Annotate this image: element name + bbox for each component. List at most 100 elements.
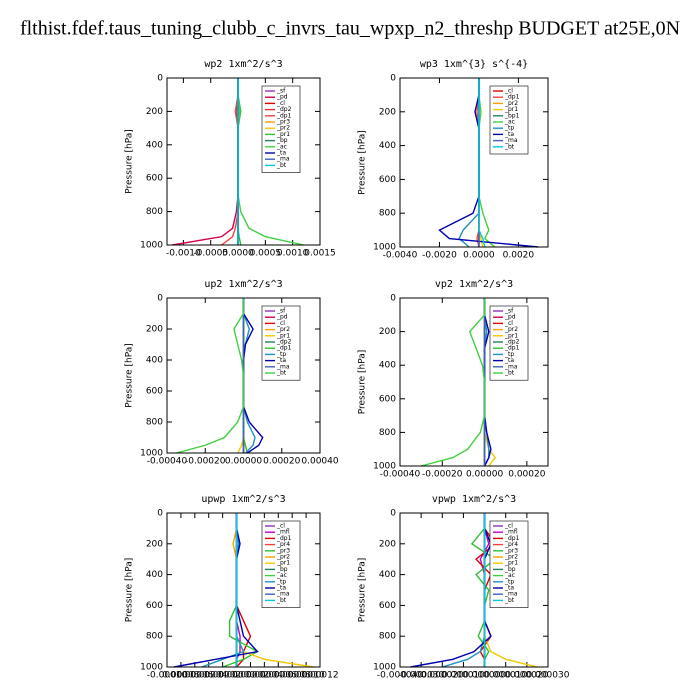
legend-label: _pr3 (504, 547, 518, 554)
legend-label: _pd (504, 314, 516, 321)
x-tick-label: 0.00012 (301, 671, 338, 681)
y-tick-label: 1000 (373, 243, 396, 253)
panel-title: vp2 1xm^2/s^3 (435, 279, 513, 290)
y-tick-label: 800 (379, 428, 396, 438)
y-tick-label: 1000 (373, 663, 396, 673)
y-tick-label: 1000 (140, 663, 163, 673)
legend-label: _bp (276, 137, 288, 144)
legend-label: _bp (276, 566, 288, 573)
x-tick-label: -0.00020 (185, 457, 226, 467)
y-tick-label: 800 (146, 632, 163, 642)
legend-label: _dp2 (504, 339, 520, 346)
profile-line (458, 78, 480, 248)
legend-label: _tp (504, 351, 514, 358)
legend-label: _pr2 (276, 326, 290, 333)
legend-label: _pd (276, 314, 288, 321)
legend-label: _pr1 (504, 332, 518, 339)
profile-line (176, 298, 245, 454)
legend-label: _bt (276, 370, 287, 377)
legend-label: _pr1 (504, 106, 518, 113)
x-tick-label: 0.00010 (287, 671, 324, 681)
legend-label: _pr1 (276, 332, 290, 339)
y-axis-label: Pressure [hPa] (358, 130, 368, 195)
y-tick-label: 400 (146, 356, 163, 366)
y-tick-label: 800 (146, 418, 163, 428)
x-tick-label: -0.000040 (377, 671, 423, 681)
x-tick-label: -0.00020 (422, 470, 463, 480)
legend-label: _pr2 (276, 125, 290, 132)
legend-label: _bt (504, 143, 515, 150)
legend-label: _pr4 (276, 541, 290, 548)
x-tick-label: 0.000020 (505, 671, 548, 681)
legend-box (261, 305, 301, 381)
legend-label: _pr1 (504, 560, 518, 567)
x-tick-label: 0.00006 (176, 671, 213, 681)
legend-label: _pr4 (504, 541, 518, 548)
y-tick-label: 200 (379, 539, 396, 549)
legend-label: _ma (504, 137, 518, 144)
legend-label: _dp1 (504, 94, 520, 101)
profile-line (172, 78, 239, 246)
legend-label: _pr3 (276, 119, 290, 126)
legend-label: _bt (276, 597, 287, 604)
y-tick-label: 800 (379, 632, 396, 642)
profile-line (242, 298, 256, 454)
plot-frame (166, 77, 321, 246)
legend-label: _tp (504, 578, 514, 585)
y-tick-label: 800 (146, 207, 163, 217)
legend-label: _dp2 (276, 339, 292, 346)
panel: wp3 1xm^{3} s^{-4} Pressure [hPa] 0 200 400 6… (358, 59, 549, 261)
panel: vp2 1xm^2/s^3 Pressure [hPa] 0 200 400 600 800… (358, 279, 549, 480)
y-tick-label: 1000 (140, 449, 163, 459)
x-tick-label: -0.0005 (193, 249, 228, 259)
y-tick-label: 200 (379, 327, 396, 337)
y-tick-label: 200 (146, 107, 163, 117)
x-tick-label: -0.00010 (147, 671, 188, 681)
legend-label: _bp (504, 566, 516, 573)
x-tick-label: 0.000010 (484, 671, 527, 681)
legend-label: _mfl (504, 529, 518, 536)
x-tick-label: 0.00002 (204, 671, 241, 681)
y-tick-label: 0 (157, 74, 163, 84)
x-tick-label: 0.00040 (301, 457, 338, 467)
legend-label: _mfl (276, 529, 290, 536)
legend-label: _bt (276, 162, 287, 169)
legend-box (261, 520, 301, 608)
x-tick-label: 0.000030 (527, 671, 570, 681)
legend-label: _tp (276, 351, 286, 358)
x-tick-label: 0.000020 (421, 671, 464, 681)
legend-label: _sf (276, 88, 286, 95)
legend-label: _cl (504, 523, 513, 530)
panel: vpwp 1xm^2/s^3 Pressure [hPa] 0 200 400 600 80… (358, 494, 570, 681)
panel-title: wp2 1xm^2/s^3 (204, 59, 282, 70)
y-axis-label: Pressure [hPa] (358, 558, 368, 623)
legend-label: _ma (504, 591, 518, 598)
legend-label: _pr1 (276, 560, 290, 567)
legend-label: _cl (276, 523, 285, 530)
y-tick-label: 200 (379, 107, 396, 117)
legend-label: _ta (276, 585, 286, 592)
legend-label: _cl (504, 320, 513, 327)
legend-box (261, 85, 301, 173)
legend-label: _dp2 (276, 106, 292, 113)
y-tick-label: 600 (146, 387, 163, 397)
y-tick-label: 400 (379, 570, 396, 580)
x-tick-label: 0.00020 (508, 470, 545, 480)
panel-title: upwp 1xm^2/s^3 (201, 494, 285, 505)
x-tick-label: -0.00040 (380, 470, 421, 480)
y-tick-label: 0 (157, 509, 163, 519)
y-axis-label: Pressure [hPa] (358, 350, 368, 415)
plot-frame (399, 512, 549, 668)
y-tick-label: 600 (146, 601, 163, 611)
y-tick-label: 600 (379, 394, 396, 404)
x-tick-label: 0.00000 (218, 671, 255, 681)
legend-label: _pr2 (504, 100, 518, 107)
y-axis-label: Pressure [hPa] (125, 343, 135, 408)
legend-label: _ma (504, 363, 518, 370)
x-tick-label: 0.00000 (225, 457, 262, 467)
x-tick-label: 0.0015 (304, 249, 336, 259)
panel-title: wp3 1xm^{3} s^{-4} (420, 59, 528, 70)
y-tick-label: 200 (146, 325, 163, 335)
x-tick-label: 0.0005 (250, 249, 282, 259)
x-tick-label: -0.0020 (422, 251, 457, 261)
